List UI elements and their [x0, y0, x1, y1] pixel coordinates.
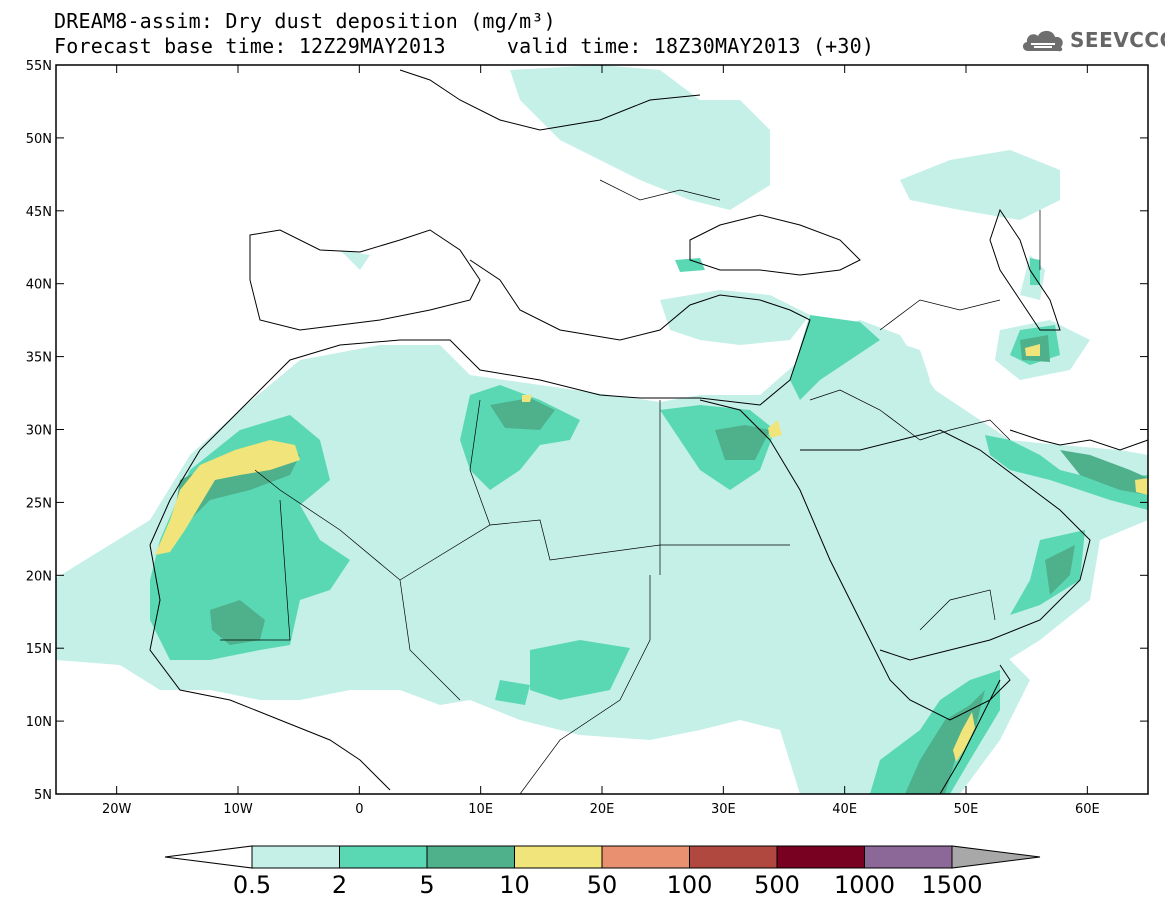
deposition-level-10: [155, 344, 1148, 762]
lon-tick-label: 10E: [468, 802, 493, 817]
lat-tick-label: 10N: [26, 715, 52, 730]
borders: [220, 179, 1041, 794]
colorbar-swatch: [339, 845, 428, 869]
colorbar-label: 2: [331, 871, 348, 899]
colorbar-swatch: [251, 845, 340, 869]
lat-tick-label: 40N: [26, 278, 52, 293]
lat-tick-label: 15N: [26, 642, 52, 657]
colorbar-label: 1500: [921, 871, 983, 899]
colorbar-label: 5: [419, 871, 435, 899]
colorbar-swatch: [864, 845, 953, 869]
map-title: DREAM8-assim: Dry dust deposition (mg/m³…: [54, 9, 556, 33]
deposition-fields: [56, 65, 1148, 794]
lat-tick-label: 50N: [26, 132, 52, 147]
lon-tick-label: 20E: [590, 802, 615, 817]
colorbar-swatch: [776, 845, 865, 869]
lat-tick-label: 25N: [26, 496, 52, 511]
deposition-level-5: [175, 335, 1148, 794]
colorbar-under-triangle: [164, 845, 253, 869]
latitude-axis: 55N 50N 45N 40N 35N 30N 25N 20N 15N 10N 5N: [26, 59, 1148, 803]
lat-tick-label: 45N: [26, 205, 52, 220]
lat-tick-label: 5N: [34, 788, 52, 803]
colorbar-label: 0.5: [232, 871, 272, 899]
longitude-axis: 20W 10W 0 10E 20E 30E 40E 50E 60E: [102, 65, 1100, 817]
colorbar-label: 10: [499, 871, 530, 899]
colorbar-over-triangle: [951, 845, 1041, 869]
logo-text: SEEVCCC: [1070, 28, 1165, 52]
colorbar-swatch: [514, 845, 603, 869]
lon-tick-label: 20W: [102, 802, 132, 817]
lon-tick-label: 50E: [954, 802, 979, 817]
colorbar-label: 100: [666, 871, 713, 899]
colorbar-swatch: [689, 845, 778, 869]
colorbar-swatch: [426, 845, 515, 869]
lon-tick-label: 60E: [1075, 802, 1100, 817]
cloud-icon: [1022, 30, 1063, 52]
lon-tick-label: 0: [355, 802, 363, 817]
lon-tick-label: 40E: [832, 802, 857, 817]
forecast-times: Forecast base time: 12Z29MAY2013 valid t…: [54, 34, 875, 58]
lat-tick-label: 55N: [26, 59, 52, 74]
lat-tick-label: 35N: [26, 351, 52, 366]
colorbar-label: 1000: [833, 871, 896, 899]
lat-tick-label: 20N: [26, 569, 52, 584]
lon-tick-label: 30E: [711, 802, 736, 817]
lat-tick-label: 30N: [26, 424, 52, 439]
coastlines: [149, 69, 1148, 794]
colorbar-label: 500: [754, 871, 800, 899]
lon-tick-label: 10W: [223, 802, 253, 817]
colorbar-label: 50: [586, 871, 618, 899]
colorbar-swatch: [601, 845, 690, 869]
colorbar: [164, 845, 1041, 869]
seevccc-logo: SEEVCCC: [1020, 24, 1165, 56]
